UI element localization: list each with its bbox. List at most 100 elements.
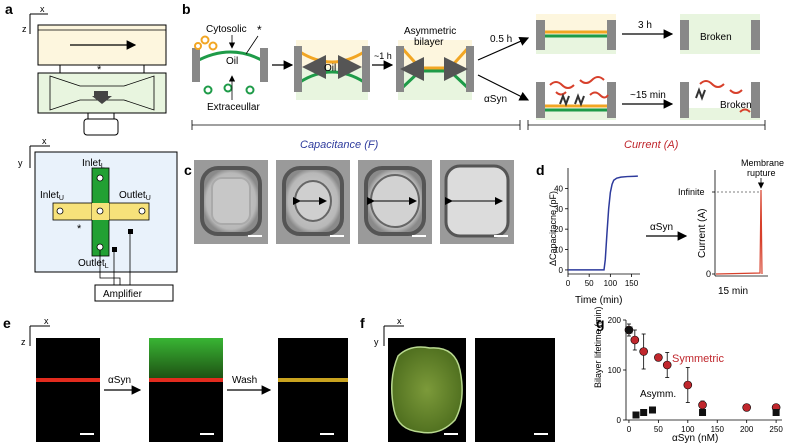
d-xtick-label: 0 (566, 279, 571, 288)
amplifier-box (94, 284, 174, 302)
panel-b: b Cytosolic * Oil Extraceullar (182, 1, 766, 151)
outlet-u-label: OutletU (119, 190, 151, 202)
symmetric-legend: Symmetric (672, 353, 724, 365)
current-trace: Current (A) Infinite 0 Membrane rupture … (678, 158, 784, 297)
inlet-l-label: InletL (82, 158, 105, 170)
d-ytick-label: 40 (554, 184, 563, 193)
d-xlabel: Time (min) (575, 295, 622, 306)
d-ytick-label: 30 (554, 205, 563, 214)
star-marker-2: * (77, 223, 82, 235)
asymm-legend: Asymm. (640, 389, 676, 400)
g-ytick-label: 200 (608, 316, 622, 325)
g-xtick-label: 250 (769, 425, 783, 434)
panel-b-label: b (182, 1, 191, 17)
axis-z-label: z (22, 24, 27, 34)
g-xlabel: αSyn (nM) (672, 433, 718, 444)
d-ytick-label: 0 (559, 266, 564, 275)
panel-c-label: c (184, 162, 192, 178)
down-arrow-icon (92, 91, 112, 104)
capacitance-label: Capacitance (F) (300, 139, 379, 151)
zero-label: 0 (706, 269, 711, 279)
panel-e-label: e (3, 315, 11, 331)
asymmetric-point (699, 409, 707, 416)
lifetime-chart: Bilayer lifetime (min) αSyn (nM) Symmetr… (593, 306, 783, 444)
fluorescence-image-2 (475, 338, 555, 442)
symmetric-point (654, 353, 663, 362)
current-label: Current (A) (624, 139, 679, 151)
asymmetric-point (625, 326, 633, 334)
asyn-label-b: αSyn (484, 94, 507, 105)
axis-y-label: y (18, 158, 23, 168)
g-xtick-label: 150 (711, 425, 725, 434)
e-axis-x: x (44, 316, 49, 326)
g-xtick-label: 50 (654, 425, 663, 434)
amplifier-label: Amplifier (103, 289, 143, 300)
d-xtick-label: 50 (585, 279, 594, 288)
d-ylabel: ΔCapacitacne (pF) (548, 191, 558, 266)
e-axis-z: z (21, 337, 26, 347)
g-xtick-label: 100 (681, 425, 695, 434)
broken-label-2: Broken (720, 100, 752, 111)
symmetric-point (742, 403, 751, 412)
time-05h-label: 0.5 h (490, 34, 512, 45)
symmetric-point (683, 380, 693, 390)
d-ytick-label: 10 (554, 246, 563, 255)
confocal-image-3 (278, 338, 348, 442)
g-ytick-label: 0 (617, 416, 622, 425)
step-5b-broken: Broken (680, 76, 760, 120)
confocal-image-2 (149, 338, 223, 442)
inlet-u-label: InletU (40, 190, 64, 202)
time-1h-label: ~1 h (374, 51, 392, 61)
e-asyn-label: αSyn (108, 375, 131, 386)
outlet-l-label: OutletL (78, 258, 109, 270)
rupture-label-1: Membrane (741, 158, 784, 168)
asymmetric-point (772, 409, 780, 416)
axis-x-label: x (40, 4, 45, 14)
star-marker-b: * (257, 23, 262, 37)
g-ytick-label: 100 (608, 366, 622, 375)
wash-label: Wash (232, 375, 257, 386)
capacitance-series-line (568, 175, 638, 271)
symmetric-point (662, 360, 672, 370)
asym-bilayer-label-1: Asymmetric (404, 26, 456, 37)
symmetric-point (698, 400, 707, 410)
asymmetric-point (632, 411, 640, 419)
oil-label: Oil (226, 56, 238, 67)
panel-g-label: g (596, 315, 605, 331)
capacitance-chart: ΔCapacitacne (pF) Time (min) 0 10 20 30 40 0 5… (548, 168, 640, 306)
micrograph-3 (358, 160, 432, 244)
fluorescence-image-1 (388, 338, 466, 442)
g-xtick-label: 0 (627, 425, 632, 434)
step-4b-diagram (536, 76, 616, 120)
f-axis-x: x (397, 316, 402, 326)
current-spike (715, 189, 763, 275)
d-xtick-label: 100 (604, 279, 618, 288)
asym-bilayer-label-2: bilayer (414, 37, 444, 48)
micrograph-2 (276, 160, 350, 244)
time-15min-d: 15 min (718, 286, 748, 297)
panel-c: c (184, 160, 514, 244)
axis-x2-label: x (42, 136, 47, 146)
step-1-diagram: Cytosolic * Oil Extraceullar (192, 23, 268, 113)
objective-lens (83, 118, 119, 136)
symmetric-point (639, 347, 648, 356)
aperture-plate (59, 64, 145, 74)
time-3h-label: 3 h (638, 20, 652, 31)
broken-label-1: Broken (700, 32, 732, 43)
step-4a-diagram (536, 14, 616, 54)
panel-a-label: a (5, 1, 13, 17)
asymmetric-point (648, 406, 656, 414)
step-5a-broken: Broken (680, 14, 760, 54)
d-xtick-label: 150 (625, 279, 639, 288)
cytosolic-label: Cytosolic (206, 24, 247, 35)
panel-d: d ΔCapacitacne (pF) Time (min) 0 10 20 30 40… (536, 158, 784, 306)
time-15min-label: ~15 min (630, 90, 666, 101)
panel-f-label: f (360, 315, 365, 331)
d-ylabel2: Current (A) (697, 209, 708, 258)
d-ytick-label: 20 (554, 225, 563, 234)
panel-d-label: d (536, 162, 545, 178)
confocal-image-1 (36, 338, 100, 442)
rupture-label-2: rupture (747, 168, 776, 178)
g-ylabel: Bilayer lifetime (min) (593, 306, 603, 388)
